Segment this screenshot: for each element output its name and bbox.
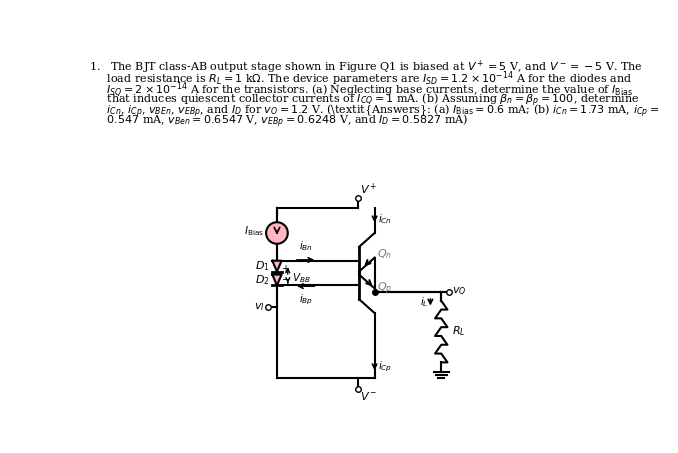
Text: $R_L$: $R_L$	[452, 325, 466, 338]
Text: $Q_n$: $Q_n$	[377, 248, 392, 261]
Text: $V^-$: $V^-$	[360, 390, 378, 402]
Text: $I_{SQ} = 2 \times 10^{-14}$ A for the transistors. (a) Neglecting base currents: $I_{SQ} = 2 \times 10^{-14}$ A for the t…	[89, 81, 633, 100]
Text: load resistance is $R_L = 1$ k$\Omega$. The device parameters are $I_{SD} = 1.2 : load resistance is $R_L = 1$ k$\Omega$. …	[89, 70, 633, 88]
Polygon shape	[273, 275, 281, 285]
Text: $i_{Bn}$: $i_{Bn}$	[298, 239, 313, 253]
Text: $V^+$: $V^+$	[360, 182, 378, 197]
Text: $Q_p$: $Q_p$	[377, 281, 393, 298]
Polygon shape	[273, 261, 281, 271]
Text: $i_{Cn}$: $i_{Cn}$	[378, 212, 392, 226]
Text: $+$: $+$	[281, 263, 290, 274]
Text: $v_O$: $v_O$	[452, 286, 466, 298]
Circle shape	[266, 222, 287, 244]
Text: $i_{Cp}$: $i_{Cp}$	[378, 360, 392, 374]
Text: $0.547$ mA, $v_{Ben} = 0.6547$ V, $v_{EBp} = 0.6248$ V, and $I_D = 0.5827$ mA): $0.547$ mA, $v_{Ben} = 0.6547$ V, $v_{EB…	[89, 113, 469, 130]
Text: $i_{Cn}$, $i_{Cp}$, $v_{BEn}$, $v_{EBp}$, and $I_D$ for $v_O = 1.2$ V. (\textit{: $i_{Cn}$, $i_{Cp}$, $v_{BEn}$, $v_{EBp}$…	[89, 102, 660, 120]
Text: $V_{BB}$: $V_{BB}$	[292, 271, 311, 285]
Text: $D_1$: $D_1$	[255, 259, 270, 273]
Text: $v_I$: $v_I$	[254, 301, 264, 313]
Text: $D_2$: $D_2$	[256, 273, 270, 287]
Text: $i_L$: $i_L$	[420, 295, 428, 309]
Text: 1.   The BJT class-AB output stage shown in Figure Q1 is biased at $V^+=5$ V, an: 1. The BJT class-AB output stage shown i…	[89, 59, 643, 76]
Text: $i_{Bp}$: $i_{Bp}$	[298, 293, 313, 308]
Text: $I_\mathrm{Bias}$: $I_\mathrm{Bias}$	[244, 225, 264, 238]
Text: that induces quiescent collector currents of $I_{CQ} = 1$ mA. (b) Assuming $\bet: that induces quiescent collector current…	[89, 92, 640, 109]
Text: $-$: $-$	[281, 274, 290, 283]
